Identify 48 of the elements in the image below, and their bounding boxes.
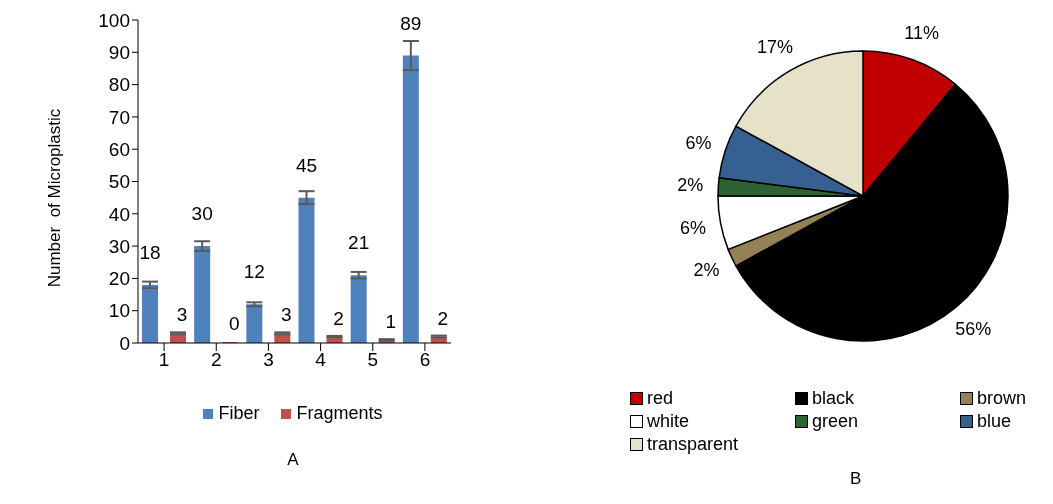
y-tick-label: 40: [108, 203, 130, 225]
legend-label: black: [811, 388, 856, 409]
data-label: 3: [281, 304, 292, 326]
text: A: [287, 450, 299, 470]
data-label: 2: [437, 307, 449, 329]
y-tick-label: 30: [108, 235, 130, 257]
legend-label: transparent: [646, 434, 740, 455]
y-axis-title: Number of Microplastic: [45, 108, 65, 288]
x-tick-label: 3: [263, 349, 274, 371]
y-tick-label: 90: [108, 42, 130, 64]
data-label: 0: [228, 313, 240, 334]
data-label: 30: [191, 203, 213, 225]
y-tick-label: 100: [98, 9, 130, 31]
data-label: 12: [243, 261, 265, 283]
data-label: 56%: [955, 319, 992, 340]
y-tick-label: 0: [119, 332, 130, 354]
y-tick-label: 10: [108, 300, 130, 322]
legend-label: Fragments: [295, 403, 383, 424]
x-tick-label: 2: [210, 349, 222, 371]
data-label: 1: [385, 310, 396, 332]
y-tick-label: 70: [108, 106, 130, 128]
legend-label: white: [646, 411, 691, 432]
legend-label: Fiber: [217, 403, 260, 424]
legend-label: green: [811, 411, 860, 432]
data-label: 17%: [756, 37, 793, 58]
text: B: [850, 469, 863, 489]
data-label: 45: [295, 154, 318, 176]
legend-label: red: [646, 388, 674, 409]
y-tick-label: 50: [108, 171, 130, 193]
x-tick-label: 6: [419, 349, 431, 371]
y-tick-label: 20: [108, 268, 130, 290]
x-tick-label: 5: [367, 349, 379, 371]
data-label: 89: [400, 12, 422, 34]
x-tick-label: 4: [315, 349, 327, 371]
y-tick-label: 80: [108, 74, 130, 96]
legend-label: brown: [976, 388, 1028, 409]
data-label: 6%: [680, 218, 707, 239]
data-label: 2%: [693, 259, 720, 280]
data-label: 2: [333, 307, 344, 329]
y-tick-label: 60: [108, 138, 130, 160]
data-label: 6%: [685, 132, 712, 153]
data-label: 3: [176, 304, 188, 326]
x-tick-label: 1: [158, 349, 170, 371]
data-label: 18: [139, 241, 161, 263]
data-label: 11%: [904, 23, 939, 44]
legend-label: blue: [976, 411, 1013, 432]
data-label: 21: [348, 232, 370, 254]
data-label: 2%: [677, 175, 704, 196]
